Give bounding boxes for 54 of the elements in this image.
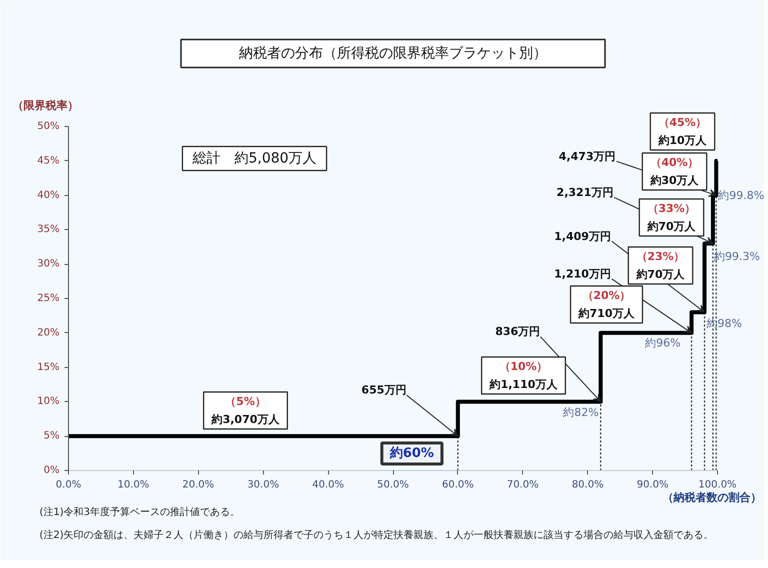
x-tick-label: 80.0%: [572, 480, 604, 490]
y-tick-label: 5%: [44, 430, 60, 442]
x-tick-label: 90.0%: [636, 480, 668, 490]
annotation: （23%）: [636, 250, 685, 263]
x-tick-label: 60.0%: [442, 480, 474, 490]
annotation: （40%）: [650, 156, 699, 169]
annotation: 約1,110万人: [488, 378, 558, 391]
annotation: 約10万人: [657, 134, 708, 147]
y-tick-label: 30%: [37, 258, 60, 270]
y-tick-label: 50%: [37, 121, 60, 132]
x-tick-label: 100.0%: [698, 480, 737, 490]
annotation: （10%）: [499, 360, 548, 373]
annotation: 総計 約5,080万人: [191, 150, 317, 166]
x-axis-title: （納税者数の割合）: [662, 491, 762, 504]
ref-line-label: 約99.3%: [714, 250, 760, 263]
x-tick-label: 50.0%: [377, 480, 409, 490]
annotation: 1,409万円: [554, 230, 611, 243]
x-tick-label: 40.0%: [312, 480, 344, 490]
annotation: 836万円: [495, 325, 540, 338]
annotation: （5%）: [225, 395, 266, 408]
x-tick-label: 0.0%: [56, 480, 82, 490]
annotation: 4,473万円: [558, 150, 616, 163]
ref-line-label: 約98%: [706, 316, 742, 330]
annotation: 655万円: [361, 384, 406, 397]
annotation: 2,321万円: [556, 186, 614, 199]
annotation: 約70万人: [635, 268, 686, 281]
annotation: 約30万人: [649, 174, 700, 187]
annotation: 約70万人: [646, 220, 697, 233]
y-tick-label: 45%: [37, 155, 60, 166]
ref-line-label: 約60%: [388, 446, 434, 461]
ref-line-label: 約96%: [645, 336, 681, 350]
text: (注1)令和3年度予算ベースの推計値である。: [40, 506, 240, 518]
ref-line-label: 約82%: [563, 406, 599, 420]
x-tick-label: 10.0%: [118, 480, 150, 490]
annotation: 約3,070万人: [210, 413, 280, 426]
y-tick-label: 40%: [37, 190, 60, 201]
annotation: （45%）: [658, 116, 707, 129]
y-tick-label: 15%: [37, 362, 60, 373]
y-tick-label: 25%: [37, 293, 60, 304]
x-tick-label: 70.0%: [506, 480, 539, 490]
annotation: （20%）: [582, 289, 631, 302]
ref-line-label: 約99.8%: [718, 188, 764, 202]
y-tick-label: 35%: [37, 224, 60, 236]
text: (注2)矢印の金額は、夫婦子２人（片働き）の給与所得者で子のうち１人が特定扶養親族、１人が一般扶養親族に該当する場合の給与収入金額である。: [40, 529, 714, 541]
annotation: 1,210万円: [554, 267, 611, 280]
annotation: （33%）: [647, 202, 696, 215]
x-tick-label: 20.0%: [182, 480, 214, 490]
y-tick-label: 20%: [37, 327, 60, 338]
x-tick-label: 30.0%: [247, 480, 280, 490]
annotation: 約710万人: [578, 307, 636, 320]
y-tick-label: 10%: [37, 396, 60, 408]
y-axis-title: （限界税率）: [12, 99, 78, 112]
chart-title: 納税者の分布（所得税の限界税率ブラケット別）: [239, 46, 547, 62]
y-tick-label: 0%: [44, 465, 60, 476]
